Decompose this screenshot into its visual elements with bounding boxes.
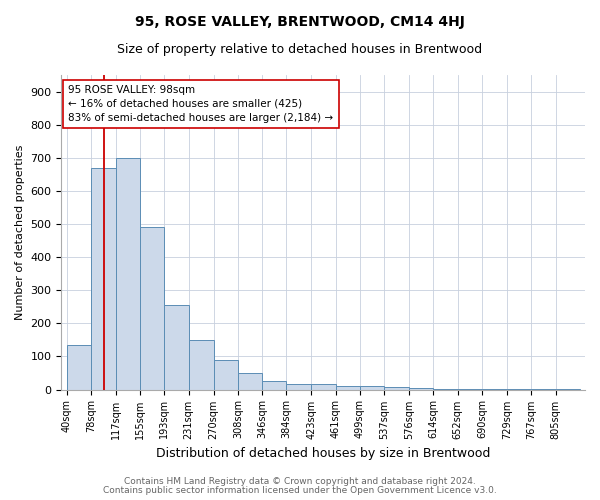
Y-axis label: Number of detached properties: Number of detached properties <box>15 144 25 320</box>
Text: Contains public sector information licensed under the Open Government Licence v3: Contains public sector information licen… <box>103 486 497 495</box>
Bar <box>188 340 214 390</box>
Bar <box>335 386 360 390</box>
Text: 95 ROSE VALLEY: 98sqm
← 16% of detached houses are smaller (425)
83% of semi-det: 95 ROSE VALLEY: 98sqm ← 16% of detached … <box>68 85 334 123</box>
Bar <box>286 384 311 390</box>
Bar <box>214 360 238 390</box>
Bar <box>360 386 384 390</box>
Bar <box>433 388 458 390</box>
Bar <box>262 382 286 390</box>
Bar <box>238 373 262 390</box>
Bar <box>164 305 188 390</box>
Bar <box>384 387 409 390</box>
Bar <box>91 168 116 390</box>
Bar <box>556 389 580 390</box>
Bar <box>458 388 482 390</box>
Text: Size of property relative to detached houses in Brentwood: Size of property relative to detached ho… <box>118 42 482 56</box>
Bar <box>140 228 164 390</box>
Bar <box>482 388 507 390</box>
Text: Contains HM Land Registry data © Crown copyright and database right 2024.: Contains HM Land Registry data © Crown c… <box>124 477 476 486</box>
X-axis label: Distribution of detached houses by size in Brentwood: Distribution of detached houses by size … <box>156 447 490 460</box>
Bar <box>409 388 433 390</box>
Bar <box>507 389 531 390</box>
Bar <box>311 384 335 390</box>
Bar <box>67 345 91 390</box>
Bar <box>116 158 140 390</box>
Text: 95, ROSE VALLEY, BRENTWOOD, CM14 4HJ: 95, ROSE VALLEY, BRENTWOOD, CM14 4HJ <box>135 15 465 29</box>
